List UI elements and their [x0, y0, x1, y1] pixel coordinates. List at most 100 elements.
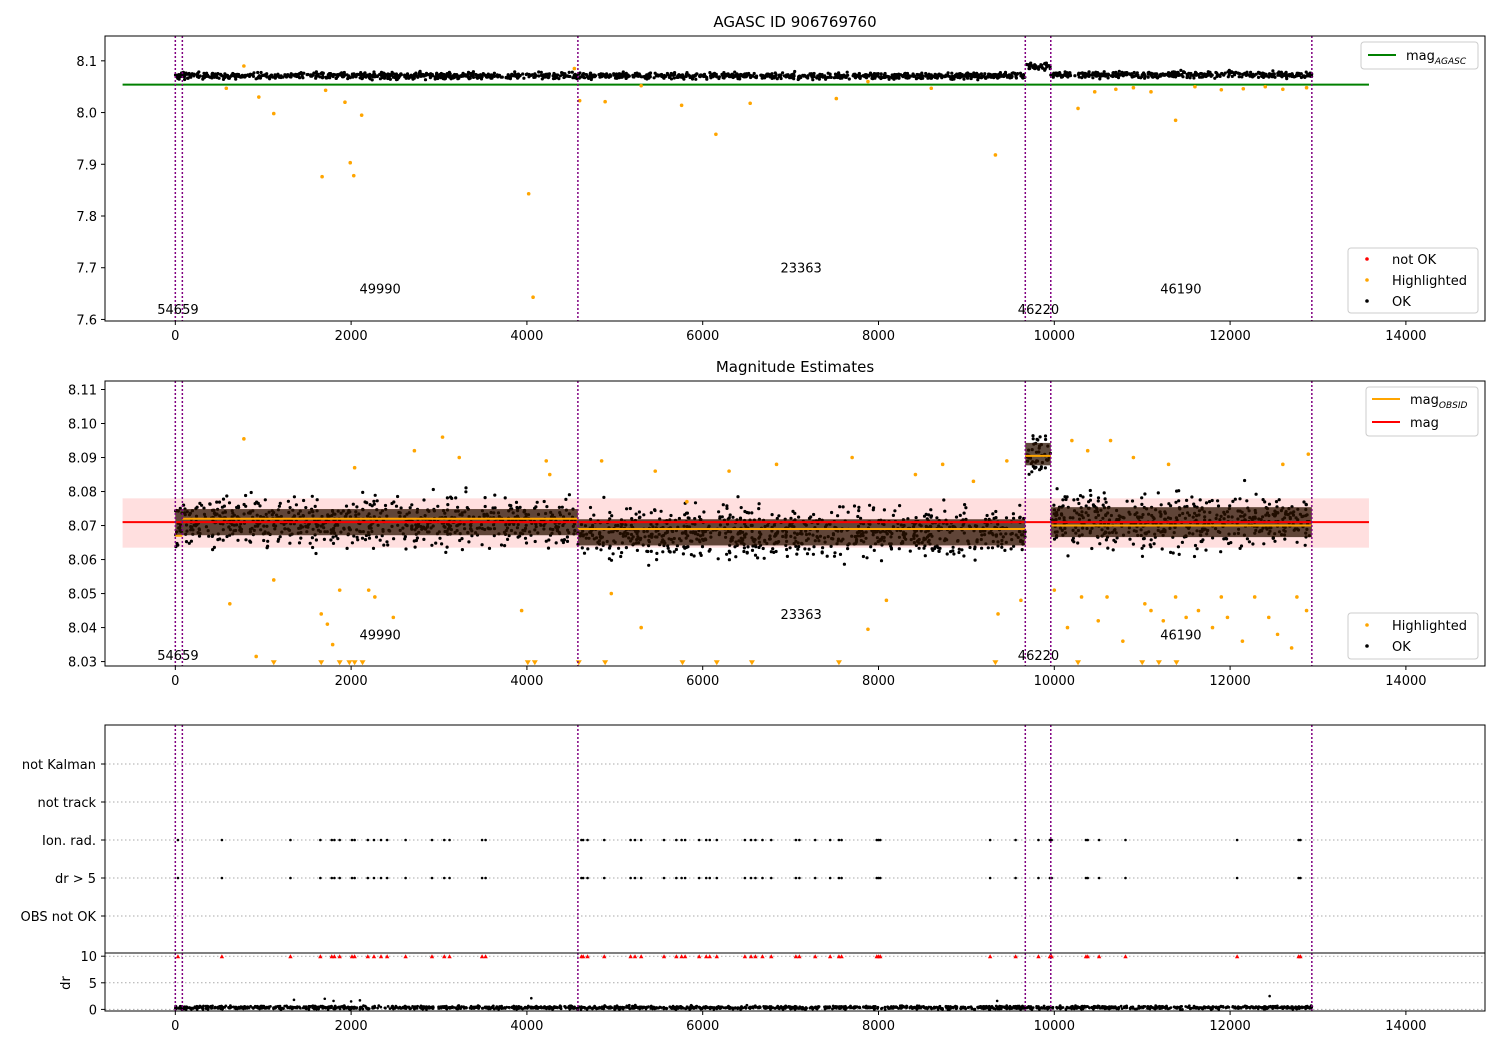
dr-flag [319, 876, 322, 880]
ok-point [990, 546, 995, 550]
highlighted-point [1114, 87, 1118, 92]
ok-point [1229, 541, 1233, 545]
ok-point [699, 73, 703, 77]
ok-point [761, 73, 765, 78]
ok-point [363, 71, 367, 75]
ion-rad-flag [484, 838, 487, 842]
ok-point [1216, 504, 1221, 508]
highlighted-point [834, 96, 839, 101]
ion-rad-flag [430, 838, 434, 842]
highlighted-point [913, 472, 918, 477]
ok-point [248, 539, 252, 543]
ok-point [924, 512, 928, 517]
highlighted-point [323, 88, 328, 93]
ok-point [294, 503, 298, 507]
ok-point [790, 74, 794, 78]
ok-point [535, 500, 539, 504]
ok-point [200, 503, 204, 507]
ok-point [562, 538, 567, 542]
ok-point [890, 75, 894, 79]
ok-point [1202, 73, 1206, 77]
ok-point [609, 74, 613, 78]
ion-rad-flag [350, 838, 354, 842]
ok-point [983, 72, 987, 76]
ok-point [586, 547, 590, 551]
ok-point [690, 77, 695, 81]
ok-point [461, 73, 465, 77]
ok-point [1262, 542, 1266, 546]
ok-point [742, 549, 746, 554]
highlighted-point [1252, 595, 1257, 599]
ok-point [1233, 497, 1237, 501]
highlighted-point [1065, 625, 1070, 630]
highlighted-point [1019, 598, 1023, 603]
ok-point [1277, 498, 1281, 502]
highlighted-point [1131, 455, 1136, 460]
ok-point [720, 515, 724, 519]
ok-point [750, 548, 755, 553]
ok-point [756, 556, 760, 560]
ok-point [1273, 539, 1277, 543]
ok-point [633, 71, 637, 76]
ok-point [757, 502, 761, 506]
highlighted-point [271, 111, 276, 116]
dr-flag [1014, 876, 1017, 880]
ok-point [620, 551, 624, 555]
highlighted-point [1275, 632, 1280, 637]
ok-point [516, 535, 520, 539]
ok-point [1252, 74, 1256, 78]
ion-rad-flag [581, 838, 585, 842]
ok-point [1295, 74, 1299, 78]
ok-point [951, 545, 955, 549]
ok-point [372, 502, 376, 506]
ok-point [355, 505, 359, 509]
ok-point [709, 74, 713, 78]
ok-point [729, 75, 733, 79]
ok-point [1000, 545, 1004, 549]
ok-point [293, 74, 297, 78]
highlighted-point [352, 465, 357, 470]
ok-point [521, 72, 525, 76]
ok-point [1276, 72, 1280, 76]
ok-point [388, 77, 392, 81]
ok-point [465, 506, 469, 510]
ok-point [602, 495, 606, 499]
ok-point [930, 547, 934, 551]
ok-point [940, 76, 944, 80]
ok-point [541, 74, 545, 78]
x-tick-label: 14000 [1385, 329, 1426, 344]
ok-point [1166, 72, 1171, 77]
ok-point [647, 563, 651, 567]
ion-rad-flag [448, 838, 451, 842]
ok-point [331, 535, 335, 539]
ok-point [1199, 71, 1203, 76]
ion-rad-flag [1124, 838, 1127, 842]
ok-point [879, 76, 883, 81]
x-tick-label: 4000 [510, 329, 543, 344]
ok-point [842, 562, 847, 566]
ok-point [1198, 498, 1202, 502]
ok-point [1222, 537, 1226, 541]
ok-point [1304, 70, 1308, 74]
dr-flag [683, 876, 687, 880]
legend-label-highlighted: Highlighted [1392, 619, 1467, 634]
ok-point [446, 503, 450, 507]
ok-point [1020, 548, 1024, 552]
ok-point [1192, 554, 1197, 559]
ok-point [757, 545, 761, 550]
dr-point [747, 1006, 751, 1010]
ok-point [259, 70, 263, 75]
ok-point [378, 72, 382, 76]
ok-point [852, 72, 856, 76]
ok-point [393, 76, 397, 80]
ok-point [518, 505, 522, 509]
obsid-label: 49990 [359, 628, 400, 643]
ok-point [418, 69, 422, 73]
ok-point [504, 76, 508, 80]
legend-label-mag-agasc: magAGASC [1406, 49, 1467, 67]
ok-point [1030, 470, 1034, 474]
ok-point [1106, 546, 1110, 550]
ion-rad-flag [338, 838, 341, 842]
